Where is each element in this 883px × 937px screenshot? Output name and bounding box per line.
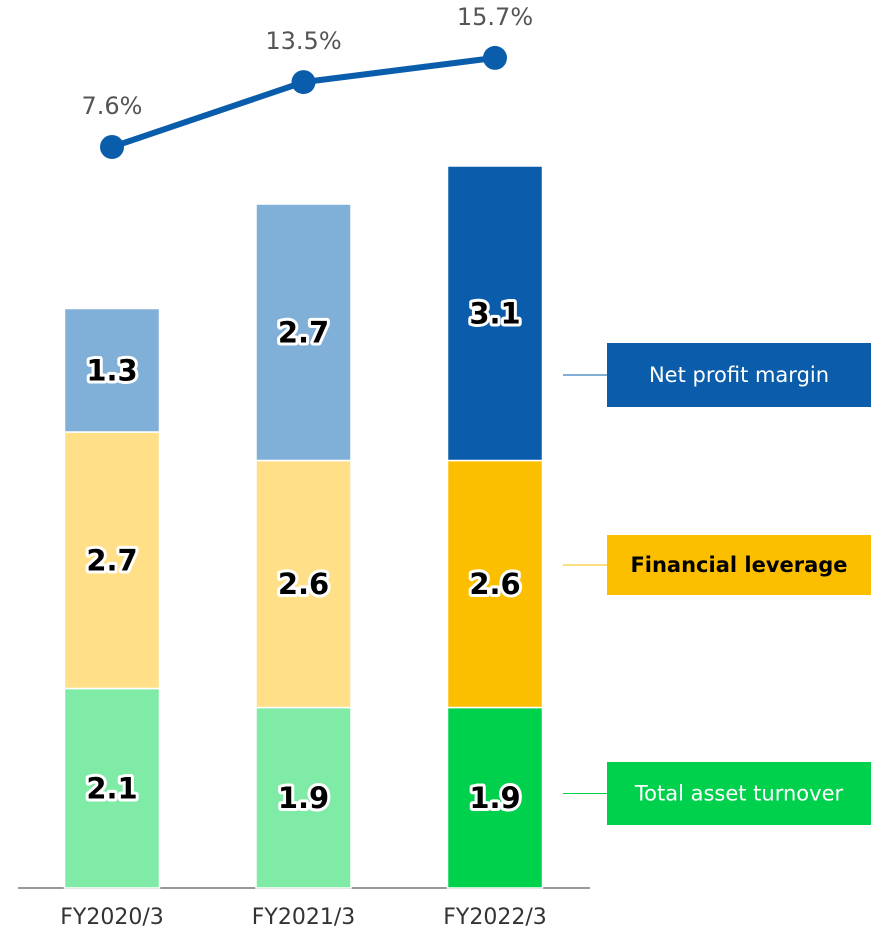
data-label: 1.3 bbox=[86, 353, 137, 387]
data-label: 2.7 bbox=[86, 543, 137, 577]
legend-label: Net profit margin bbox=[649, 363, 829, 387]
bar-segment bbox=[255, 459, 352, 709]
bar-segment bbox=[446, 459, 544, 709]
legend-box bbox=[607, 762, 871, 825]
bar-segment bbox=[255, 203, 352, 462]
bar-segment bbox=[63, 307, 161, 433]
line-point bbox=[100, 135, 124, 159]
x-tick-label: FY2022/3 bbox=[443, 905, 547, 930]
data-label: 2.6 bbox=[278, 567, 329, 601]
legend-label: Financial leverage bbox=[630, 553, 847, 577]
x-tick-label: FY2021/3 bbox=[252, 905, 356, 930]
x-tick-label: FY2020/3 bbox=[60, 905, 164, 930]
bar-segment bbox=[446, 165, 544, 462]
bar-segment bbox=[255, 706, 352, 889]
data-label: 3.1 bbox=[469, 296, 520, 330]
legend-box bbox=[607, 535, 871, 595]
legend-label: Total asset turnover bbox=[634, 782, 844, 806]
data-label: 2.1 bbox=[86, 771, 137, 805]
legend-box bbox=[607, 343, 871, 407]
data-label: 2.6 bbox=[469, 567, 520, 601]
bar-segment bbox=[446, 706, 544, 889]
line-label: 15.7% bbox=[457, 3, 533, 31]
line-point bbox=[483, 45, 507, 70]
bar-segment bbox=[63, 431, 161, 690]
data-label: 1.9 bbox=[469, 781, 520, 815]
line-point bbox=[291, 70, 316, 95]
data-label: 1.9 bbox=[278, 781, 329, 815]
line-label: 7.6% bbox=[82, 92, 143, 120]
data-label: 2.7 bbox=[278, 315, 329, 349]
bar-segment bbox=[63, 687, 161, 889]
line-label: 13.5% bbox=[265, 27, 341, 55]
